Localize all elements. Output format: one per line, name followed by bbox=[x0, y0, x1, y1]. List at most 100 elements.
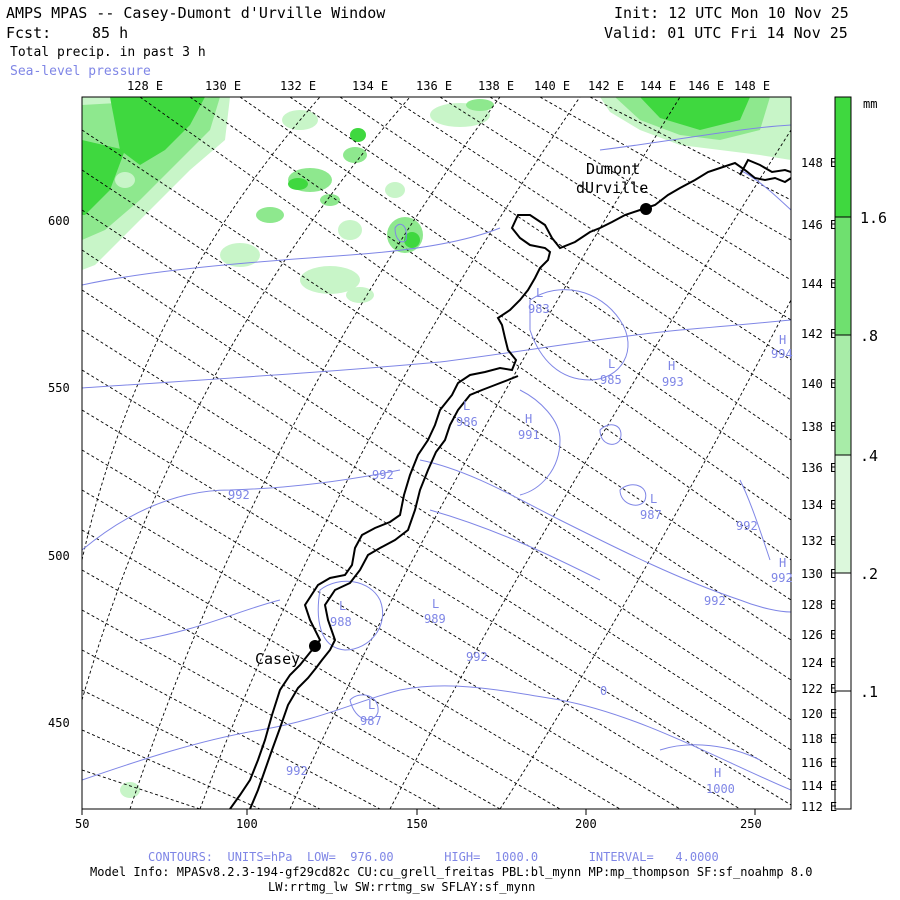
init-time: Init: 12 UTC Mon 10 Nov 25 bbox=[614, 4, 849, 22]
pressure-label: H bbox=[668, 359, 675, 373]
lon-label: 142 E bbox=[801, 327, 837, 341]
colorbar-segment bbox=[835, 335, 851, 455]
pressure-label: 992 bbox=[372, 468, 394, 482]
lon-label: 140 E bbox=[534, 79, 570, 93]
x-tick-label: 250 bbox=[740, 817, 762, 831]
contour-info: CONTOURS: UNITS=hPa LOW= 976.00 HIGH= 10… bbox=[148, 850, 719, 864]
lon-label: 128 E bbox=[801, 598, 837, 612]
lon-label: 144 E bbox=[640, 79, 676, 93]
pressure-label: L bbox=[536, 286, 543, 300]
forecast-label: Fcst: bbox=[6, 24, 52, 42]
colorbar-segment bbox=[835, 217, 851, 335]
slp-contours bbox=[82, 124, 791, 791]
colorbar-label: 1.6 bbox=[860, 209, 887, 227]
colorbar-label: .2 bbox=[860, 565, 878, 583]
colorbar-label: .4 bbox=[860, 447, 878, 465]
lon-label: 132 E bbox=[801, 534, 837, 548]
valid-time: Valid: 01 UTC Fri 14 Nov 25 bbox=[604, 24, 848, 42]
lon-label: 122 E bbox=[801, 682, 837, 696]
pressure-label: L bbox=[339, 599, 346, 613]
colorbar-segment bbox=[835, 455, 851, 573]
forecast-hour: 85 h bbox=[92, 24, 129, 42]
lon-label: 136 E bbox=[801, 461, 837, 475]
pressure-label: 0 bbox=[600, 684, 607, 698]
pressure-label: 987 bbox=[360, 714, 382, 728]
lon-label: 130 E bbox=[801, 567, 837, 581]
y-axis-labels: 450 500 550 600 bbox=[48, 214, 70, 730]
pressure-label: 987 bbox=[640, 508, 662, 522]
model-info-line2: LW:rrtmg_lw SW:rrtmg_sw SFLAY:sf_mynn bbox=[268, 880, 536, 894]
pressure-label: 992 bbox=[736, 519, 758, 533]
pressure-label: 989 bbox=[424, 612, 446, 626]
lon-label: 138 E bbox=[801, 420, 837, 434]
map-title: AMPS MPAS -- Casey-Dumont d'Urville Wind… bbox=[6, 4, 386, 22]
lon-label: 138 E bbox=[478, 79, 514, 93]
y-tick-label: 550 bbox=[48, 381, 70, 395]
pressure-labels: L 983 L 985 H 993 H 994 L 986 H 991 992 … bbox=[228, 286, 793, 796]
casey-marker bbox=[309, 640, 321, 652]
pressure-label: 993 bbox=[662, 375, 684, 389]
model-info: Model Info: MPASv8.2.3-194-gf29cd82c CU:… bbox=[90, 865, 813, 879]
pressure-label: 992 bbox=[228, 488, 250, 502]
lon-label: 114 E bbox=[801, 779, 837, 793]
pressure-label: L bbox=[368, 698, 375, 712]
colorbar-segment bbox=[835, 573, 851, 691]
lon-label: 142 E bbox=[588, 79, 624, 93]
pressure-label: 992 bbox=[704, 594, 726, 608]
x-tick-label: 150 bbox=[406, 817, 428, 831]
pressure-label: L bbox=[463, 399, 470, 413]
colorbar-label: .8 bbox=[860, 327, 878, 345]
x-tick-label: 50 bbox=[75, 817, 89, 831]
coastline bbox=[229, 158, 791, 809]
lon-label: 136 E bbox=[416, 79, 452, 93]
lon-label: 148 E bbox=[801, 156, 837, 170]
colorbar: mm 1.6 .8 .4 .2 .1 bbox=[834, 96, 887, 810]
lon-label: 124 E bbox=[801, 656, 837, 670]
x-tick-label: 200 bbox=[575, 817, 597, 831]
pressure-label: 1000 bbox=[706, 782, 735, 796]
pressure-label: L bbox=[608, 357, 615, 371]
lon-label: 126 E bbox=[801, 628, 837, 642]
pressure-label: 985 bbox=[600, 373, 622, 387]
pressure-label: 991 bbox=[518, 428, 540, 442]
y-tick-label: 450 bbox=[48, 716, 70, 730]
lon-label: 132 E bbox=[280, 79, 316, 93]
pressure-label: H bbox=[525, 412, 532, 426]
station-name-line2: dUrville bbox=[576, 179, 648, 197]
lon-label: 134 E bbox=[352, 79, 388, 93]
lon-label: 120 E bbox=[801, 707, 837, 721]
right-longitude-labels: 148 E 146 E 144 E 142 E 140 E 138 E 136 … bbox=[801, 156, 837, 814]
x-axis-labels: 50 100 150 200 250 bbox=[75, 817, 762, 831]
colorbar-label: .1 bbox=[860, 683, 878, 701]
lon-label: 140 E bbox=[801, 377, 837, 391]
pressure-label: 994 bbox=[771, 347, 793, 361]
precip-field bbox=[82, 97, 791, 798]
lon-label: 130 E bbox=[205, 79, 241, 93]
lon-label: 146 E bbox=[688, 79, 724, 93]
pressure-label: 986 bbox=[456, 415, 478, 429]
lon-label: 144 E bbox=[801, 277, 837, 291]
pressure-label: L bbox=[432, 597, 439, 611]
pressure-label: H bbox=[779, 556, 786, 570]
station-name-line1: Dumont bbox=[586, 160, 640, 178]
x-tick-label: 100 bbox=[236, 817, 258, 831]
lon-label: 148 E bbox=[734, 79, 770, 93]
colorbar-segment bbox=[835, 97, 851, 217]
pressure-label: L bbox=[650, 492, 657, 506]
station-name-casey: Casey bbox=[255, 650, 300, 668]
pressure-label: 992 bbox=[771, 571, 793, 585]
lon-label: 112 E bbox=[801, 800, 837, 814]
pressure-label: 988 bbox=[330, 615, 352, 629]
field-name: Total precip. in past 3 h bbox=[10, 45, 206, 60]
lon-label: 146 E bbox=[801, 218, 837, 232]
pressure-label: 983 bbox=[528, 302, 550, 316]
lon-label: 128 E bbox=[127, 79, 163, 93]
y-tick-label: 500 bbox=[48, 549, 70, 563]
pressure-label: H bbox=[714, 766, 721, 780]
x-axis-ticks bbox=[81, 809, 756, 815]
map-border bbox=[81, 96, 792, 810]
lon-label: 134 E bbox=[801, 498, 837, 512]
colorbar-unit: mm bbox=[863, 97, 877, 111]
lon-label: 116 E bbox=[801, 756, 837, 770]
